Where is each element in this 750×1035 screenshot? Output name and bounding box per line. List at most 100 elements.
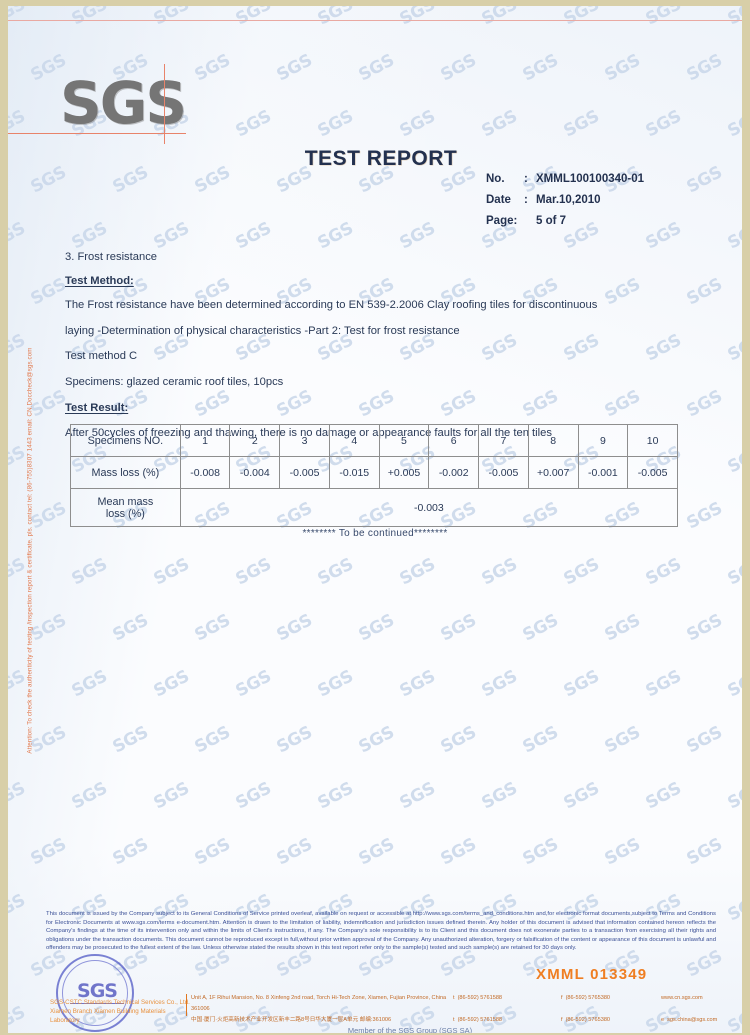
email[interactable]: sgs.china@sgs.com: [667, 1017, 718, 1023]
sgs-watermark: SGS: [355, 834, 398, 870]
authenticity-side-notice: Attention: To check the authenticity of …: [26, 347, 34, 754]
address-en: Unit A, 1F Rihui Mansion, No. 8 Xinfeng …: [191, 995, 447, 1012]
sgs-watermark: SGS: [8, 330, 29, 366]
website[interactable]: www.cn.sgs.com: [661, 995, 703, 1001]
sgs-watermark: SGS: [437, 834, 480, 870]
sgs-watermark: SGS: [560, 106, 603, 142]
method-line-2: laying -Determination of physical charac…: [65, 324, 460, 337]
continued-note: ******** To be continued********: [302, 528, 448, 539]
sgs-watermark: SGS: [560, 6, 603, 30]
mass-loss-cell: -0.015: [328, 456, 380, 489]
sgs-watermark: SGS: [601, 722, 644, 758]
sgs-watermark: SGS: [150, 218, 193, 254]
meta-row-date: Date : Mar.10,2010: [486, 190, 644, 211]
sgs-watermark: SGS: [273, 722, 316, 758]
tel-icon-cn: t: [453, 1017, 455, 1023]
sgs-watermark: SGS: [314, 778, 357, 814]
mass-loss-cell: -0.005: [627, 456, 678, 489]
sgs-watermark: SGS: [191, 50, 234, 86]
sgs-watermark: SGS: [478, 554, 521, 590]
sgs-watermark: SGS: [683, 610, 726, 646]
row-header-specimens: Specimens NO.: [70, 424, 181, 457]
sgs-watermark: SGS: [273, 610, 316, 646]
tel-en: (86-592) 5761588: [457, 995, 503, 1001]
sgs-watermark: SGS: [683, 834, 726, 870]
sgs-watermark: SGS: [560, 666, 603, 702]
method-line-1: The Frost resistance have been determine…: [65, 299, 598, 312]
sgs-watermark: SGS: [109, 610, 152, 646]
tel-cn-group: t (86-592) 5761588: [453, 1015, 561, 1026]
mass-loss-cell: -0.002: [428, 456, 480, 489]
meta-row-no: No. : XMML100100340-01: [486, 169, 644, 190]
table-row-massloss: Mass loss (%) -0.008 -0.004 -0.005 -0.015 +0…: [70, 456, 678, 489]
sgs-watermark: SGS: [724, 890, 742, 926]
mass-loss-cell: -0.005: [478, 456, 529, 489]
stamp-sgs-text: SGS: [77, 980, 118, 1002]
table-row-specimens: Specimens NO. 1 2 3 4 5 6 7 8 9 10: [70, 424, 678, 457]
sgs-watermark: SGS: [8, 554, 29, 590]
report-meta: No. : XMML100100340-01 Date : Mar.10,201…: [486, 169, 644, 232]
sgs-watermark: SGS: [232, 106, 275, 142]
row-header-massloss: Mass loss (%): [70, 456, 181, 489]
sgs-watermark: SGS: [232, 554, 275, 590]
top-rule: [8, 20, 742, 21]
specimen-no-cell: 3: [279, 424, 330, 457]
sgs-watermark: SGS: [232, 6, 275, 30]
specimen-no-cell: 5: [378, 424, 430, 457]
sgs-watermark: SGS: [519, 722, 562, 758]
sgs-watermark: SGS: [8, 890, 29, 926]
meta-page-value: 5 of 7: [536, 215, 567, 227]
sgs-watermark: SGS: [8, 442, 29, 478]
sgs-watermark: SGS: [191, 834, 234, 870]
method-line-3: Test method C: [65, 350, 138, 363]
sgs-group-member-line: Member of the SGS Group (SGS SA): [347, 1026, 473, 1033]
sgs-watermark: SGS: [396, 6, 439, 30]
sgs-watermark: SGS: [396, 666, 439, 702]
sgs-watermark: SGS: [724, 666, 742, 702]
mean-value-cell: -0.003: [179, 488, 679, 527]
sgs-watermark: SGS: [437, 722, 480, 758]
sgs-watermark: SGS: [8, 666, 29, 702]
sgs-watermark: SGS: [519, 834, 562, 870]
sgs-watermark: SGS: [560, 554, 603, 590]
meta-row-page: Page: 5 of 7: [486, 211, 644, 232]
tel-en-group: t (86-592) 5761588: [453, 993, 561, 1004]
address-divider: [186, 994, 187, 1016]
specimen-no-cell: 6: [428, 424, 480, 457]
logo-horizontal-line: [8, 133, 186, 134]
sgs-watermark: SGS: [724, 442, 742, 478]
tel-cn: (86-592) 5761588: [457, 1017, 503, 1023]
table-row-mean: Mean mass loss (%) -0.003: [70, 488, 679, 527]
mass-loss-cell: -0.004: [229, 456, 281, 489]
sgs-watermark: SGS: [396, 778, 439, 814]
sgs-watermark: SGS: [724, 330, 742, 366]
test-method-label: Test Method:: [65, 275, 134, 288]
fax-en: (86-592) 5765380: [565, 995, 611, 1001]
sgs-watermark: SGS: [519, 610, 562, 646]
company-name-block: SGS-CSTC Standards Technical Services Co…: [50, 998, 190, 1025]
sgs-watermark: SGS: [68, 778, 111, 814]
fax-cn: (86-592) 5765380: [565, 1017, 611, 1023]
sgs-watermark: SGS: [191, 722, 234, 758]
email-icon: e: [661, 1017, 665, 1023]
xmml-number: 013349: [590, 966, 648, 983]
sgs-watermark: SGS: [560, 778, 603, 814]
specimen-no-cell: 7: [478, 424, 529, 457]
sgs-watermark: SGS: [601, 610, 644, 646]
sgs-watermark: SGS: [232, 778, 275, 814]
sgs-watermark: SGS: [724, 106, 742, 142]
sgs-watermark: SGS: [478, 666, 521, 702]
section-heading: 3. Frost resistance: [65, 251, 158, 263]
sgs-watermark: SGS: [314, 106, 357, 142]
sgs-watermark: SGS: [8, 6, 29, 30]
sgs-watermark: SGS: [314, 666, 357, 702]
meta-page-spacer: [524, 211, 536, 232]
sgs-watermark: SGS: [437, 610, 480, 646]
sgs-watermark: SGS: [232, 218, 275, 254]
stamp-underline: [70, 1003, 124, 1004]
sgs-watermark: SGS: [396, 218, 439, 254]
xmml-serial-number: XMML 013349: [536, 966, 647, 983]
sgs-watermark: SGS: [8, 106, 29, 142]
specimen-no-cell: 9: [577, 424, 629, 457]
logo-vertical-line: [164, 64, 165, 144]
